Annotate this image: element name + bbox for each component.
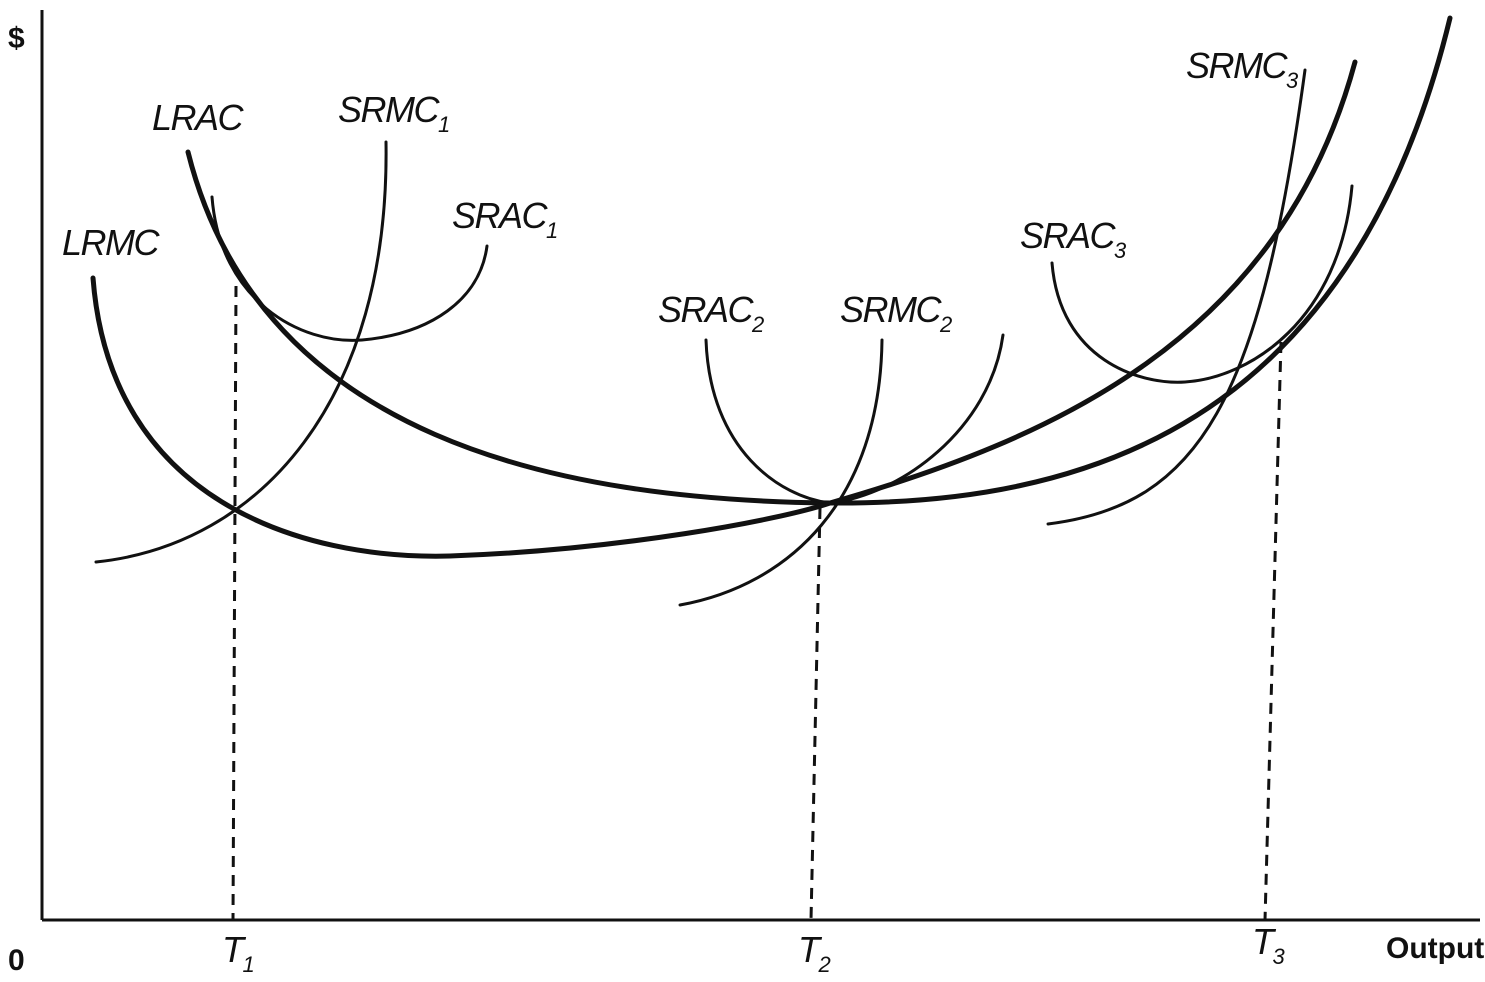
t3-label: T3 [1252, 921, 1286, 969]
srmc1-label: SRMC1 [338, 89, 449, 137]
t2-label: T2 [798, 929, 831, 977]
srmc3-label: SRMC3 [1186, 45, 1299, 93]
y-axis-label: $ [8, 22, 25, 55]
lrac-label: LRAC [152, 97, 245, 138]
srmc2-curve [678, 338, 884, 607]
t3-dropline [1263, 341, 1283, 921]
srac1-label: SRAC1 [452, 195, 557, 243]
srac3-label: SRAC3 [1020, 215, 1127, 263]
srmc1-curve [94, 140, 388, 564]
srac3-curve [1050, 184, 1354, 384]
srmc2-label: SRMC2 [840, 289, 952, 337]
x-axis-label: Output [1386, 932, 1484, 965]
srac1-curve [210, 195, 489, 342]
t1-dropline [231, 285, 238, 921]
srac2-curve [704, 333, 1005, 505]
lrmc-curve [90, 59, 1358, 559]
origin-label: 0 [8, 944, 25, 977]
t1-label: T1 [222, 929, 254, 977]
srmc3-curve [1046, 68, 1307, 526]
t2-dropline [809, 507, 822, 921]
lrmc-label: LRMC [62, 222, 161, 263]
srac2-label: SRAC2 [658, 289, 764, 337]
